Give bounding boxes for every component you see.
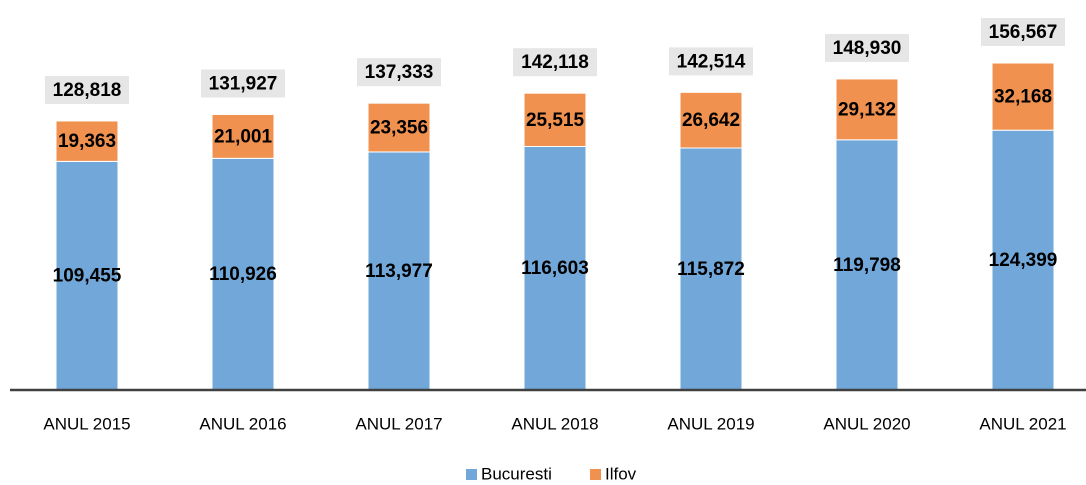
bar-segment xyxy=(679,147,743,391)
value-label: 119,798 xyxy=(833,255,901,276)
total-label: 128,818 xyxy=(53,80,122,101)
x-tick-label: ANUL 2018 xyxy=(511,414,598,433)
x-tick-label: ANUL 2019 xyxy=(667,414,754,433)
bar-segment xyxy=(835,78,899,141)
x-tick-label: ANUL 2021 xyxy=(979,414,1066,433)
bar-segment xyxy=(367,102,431,153)
legend-label: Ilfov xyxy=(605,464,637,483)
bar-segment xyxy=(523,145,587,391)
total-label: 156,567 xyxy=(989,22,1058,43)
value-label: 113,977 xyxy=(365,261,433,282)
value-label: 115,872 xyxy=(677,259,745,280)
total-box xyxy=(513,48,597,77)
bar-segment xyxy=(991,62,1055,131)
legend-swatch xyxy=(590,469,601,480)
total-box xyxy=(669,47,753,76)
total-box xyxy=(981,18,1065,46)
x-tick-label: ANUL 2016 xyxy=(199,414,286,433)
total-label: 137,333 xyxy=(365,62,434,83)
value-label: 32,168 xyxy=(994,87,1052,108)
bar-segment xyxy=(523,92,587,147)
value-label: 124,399 xyxy=(989,250,1058,271)
x-tick-label: ANUL 2015 xyxy=(43,414,130,433)
bar-segment xyxy=(55,160,119,391)
value-label: 26,642 xyxy=(682,110,740,131)
legend-label: Bucuresti xyxy=(481,464,552,483)
bar-segment xyxy=(211,157,275,391)
bar-segment xyxy=(679,91,743,149)
value-label: 109,455 xyxy=(53,266,122,287)
bar-segment xyxy=(211,113,275,159)
value-label: 29,132 xyxy=(838,99,896,120)
total-box xyxy=(825,33,909,62)
value-label: 116,603 xyxy=(521,258,589,279)
total-label: 148,930 xyxy=(833,38,902,59)
total-box xyxy=(201,69,285,98)
bar-segment xyxy=(55,120,119,162)
total-box xyxy=(45,75,129,104)
total-label: 131,927 xyxy=(209,73,278,94)
value-label: 19,363 xyxy=(58,131,116,152)
value-label: 21,001 xyxy=(214,126,273,147)
value-label: 25,515 xyxy=(526,110,585,131)
value-label: 110,926 xyxy=(209,264,277,285)
x-tick-label: ANUL 2017 xyxy=(355,414,442,433)
x-tick-label: ANUL 2020 xyxy=(823,414,910,433)
total-label: 142,118 xyxy=(521,52,589,73)
total-box xyxy=(357,58,441,87)
bar-segment xyxy=(835,139,899,391)
legend-swatch xyxy=(466,469,477,480)
total-label: 142,514 xyxy=(677,51,746,72)
value-label: 23,356 xyxy=(370,118,428,139)
